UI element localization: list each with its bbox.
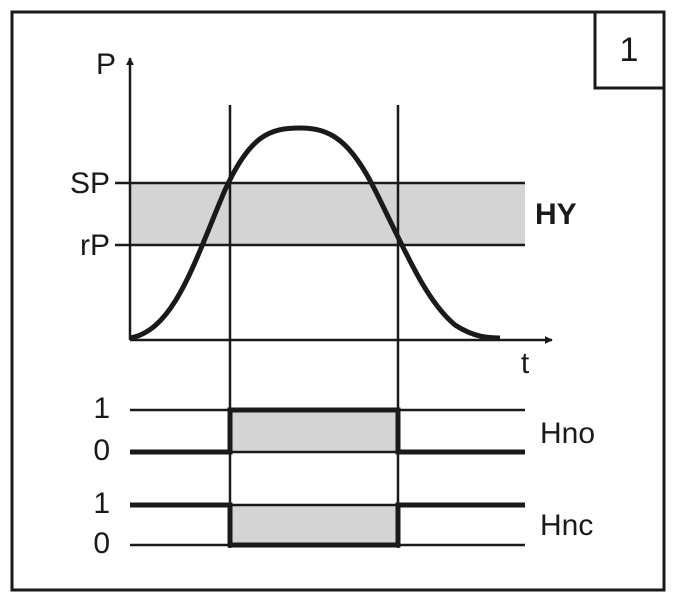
level-label: 0 [93, 434, 110, 467]
level-label: 1 [93, 487, 110, 520]
hno-signal [130, 407, 525, 455]
hysteresis-band [130, 183, 525, 245]
pressure-curve [129, 125, 501, 341]
x-axis-label: t [521, 347, 530, 380]
level-label: 1 [93, 392, 110, 425]
hy-label: HY [535, 198, 577, 231]
hnc-signal [130, 502, 525, 548]
y-axis-label: P [96, 48, 116, 81]
sp-label: SP [70, 167, 110, 200]
output-label: Hnc [540, 509, 593, 542]
frame [10, 10, 666, 592]
badge: 1 [620, 31, 639, 69]
level-label: 0 [93, 527, 110, 560]
output-label: Hno [540, 417, 595, 450]
badge-box [593, 10, 666, 90]
output-area [230, 505, 398, 545]
rp-label: rP [80, 229, 110, 262]
output-area [230, 410, 398, 452]
